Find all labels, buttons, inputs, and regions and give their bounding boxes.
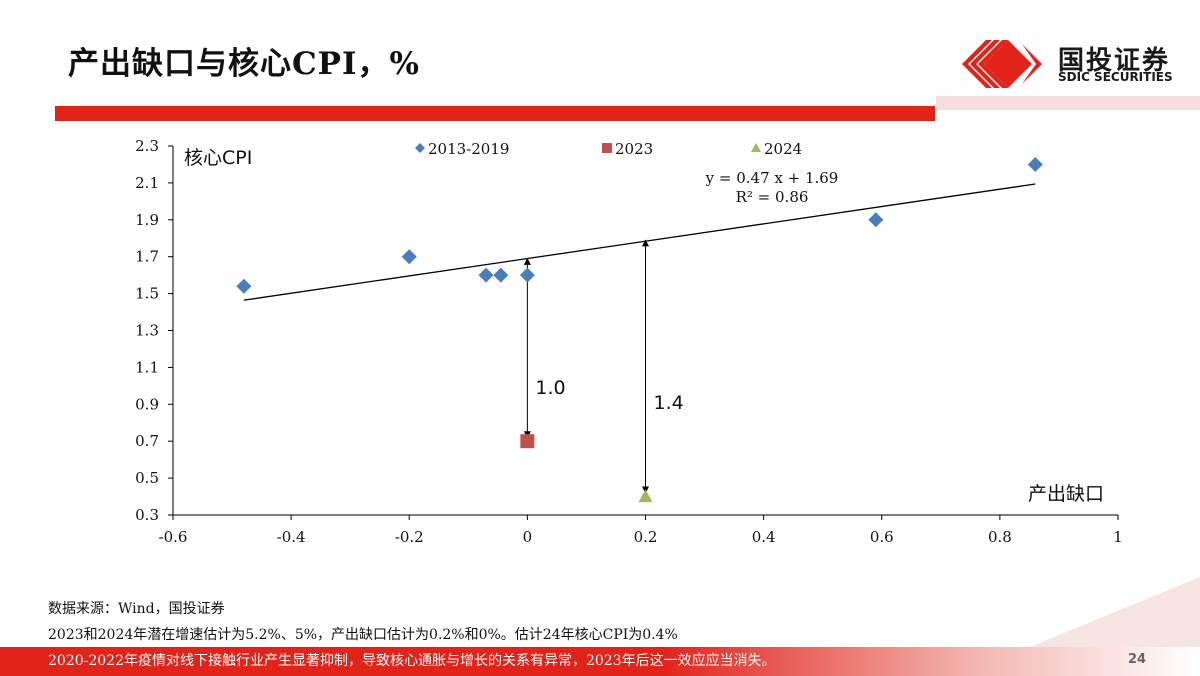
y-tick-label: 1.1 (135, 358, 159, 376)
data-point-2013-2019 (401, 249, 417, 265)
x-axis-label: 产出缺口 (1028, 483, 1104, 505)
logo: 国投证券 SDIC SECURITIES (962, 40, 1192, 88)
footer-bar (0, 647, 1200, 676)
legend-marker-2023 (602, 143, 612, 153)
scatter-chart: 2.3 2.1 1.9 1.7 1.5 1.3 1.1 0.9 0.7 0.5 0.3-0.6 -0.… (135, 137, 1123, 546)
y-tick-label: 0.9 (135, 395, 159, 413)
page-title: 产出缺口与核心CPI，% (68, 46, 420, 82)
x-tick-label: -0.2 (395, 528, 424, 546)
gap-arrow-label: 1.0 (535, 377, 565, 399)
y-tick-label: 0.7 (135, 432, 159, 450)
data-point-2013-2019 (493, 267, 509, 283)
y-tick-label: 1.5 (135, 285, 159, 303)
header-red-bar (55, 106, 935, 121)
source-note: 数据来源：Wind，国投证券 (48, 601, 225, 617)
y-tick-label: 1.9 (135, 211, 159, 229)
legend-marker-2013-2019 (415, 143, 425, 153)
data-point-2013-2019 (1027, 156, 1043, 172)
data-point-2024 (638, 489, 653, 503)
legend-label: 2024 (764, 140, 802, 158)
x-tick-label: 0.4 (752, 528, 776, 546)
y-tick-label: 2.3 (135, 137, 159, 155)
data-point-2013-2019 (478, 267, 494, 283)
x-tick-label: 0.6 (870, 528, 894, 546)
trendline-equation: y = 0.47 x + 1.69 (705, 169, 839, 187)
notes: 数据来源：Wind，国投证券 2023和2024年潜在增速估计为5.2%、5%，… (48, 596, 678, 648)
logo-text-cn: 国投证券 (1058, 46, 1171, 76)
x-tick-label: 0 (523, 528, 533, 546)
legend-label: 2023 (615, 140, 653, 158)
legend-label: 2013-2019 (428, 140, 509, 158)
logo-mark-icon (962, 40, 1042, 88)
header-pink-bar (936, 96, 1200, 110)
data-point-2013-2019 (868, 212, 884, 228)
data-point-2013-2019 (519, 267, 535, 283)
y-tick-label: 0.5 (135, 469, 159, 487)
trendline (243, 183, 1036, 301)
trendline-r2: R² = 0.86 (736, 188, 809, 206)
gap-arrow-label: 1.4 (654, 392, 684, 414)
x-tick-label: 0.8 (988, 528, 1012, 546)
y-tick-label: 2.1 (135, 174, 159, 192)
note-line-3: 2020-2022年疫情对线下接触行业产生显著抑制，导致核心通胀与增长的关系有异… (48, 653, 776, 669)
x-tick-label: -0.6 (159, 528, 188, 546)
note-line-2: 2023和2024年潜在增速估计为5.2%、5%，产出缺口估计为0.2%和0%。… (48, 627, 678, 643)
logo-text-en: SDIC SECURITIES (1058, 70, 1173, 84)
y-tick-label: 0.3 (135, 506, 159, 524)
x-tick-label: 1 (1113, 528, 1123, 546)
page-number: 24 (1128, 652, 1147, 667)
decorative-corner (1030, 577, 1200, 647)
x-tick-label: 0.2 (634, 528, 658, 546)
legend-marker-2024 (751, 143, 761, 152)
y-axis-label: 核心CPI (184, 147, 252, 169)
y-tick-label: 1.7 (135, 248, 159, 266)
data-point-2023 (520, 434, 535, 449)
data-point-2013-2019 (236, 278, 252, 294)
y-tick-label: 1.3 (135, 322, 159, 340)
x-tick-label: -0.4 (277, 528, 306, 546)
